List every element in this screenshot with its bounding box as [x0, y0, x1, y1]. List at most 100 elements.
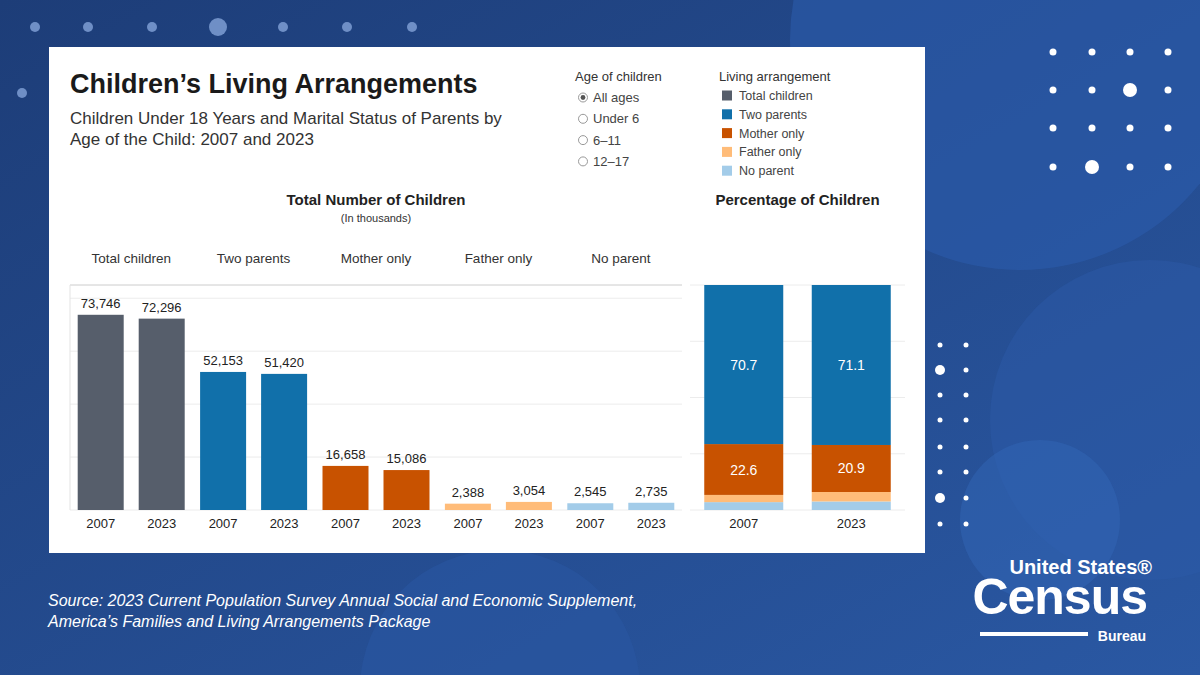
- radio[interactable]: [579, 157, 588, 166]
- stage: Children’s Living Arrangements Children U…: [0, 0, 1200, 675]
- deco-dot: [938, 445, 943, 450]
- x-tick-label: 2023: [837, 516, 866, 531]
- logo-main: Census: [972, 569, 1147, 625]
- source: Source: 2023 Current Population Survey A…: [48, 592, 637, 609]
- chart-title: Percentage of Children: [715, 191, 879, 208]
- deco-dot: [1123, 83, 1137, 97]
- deco-dot: [1050, 125, 1057, 132]
- radio-label[interactable]: Under 6: [593, 111, 639, 126]
- deco-dot: [1089, 49, 1096, 56]
- radio-label[interactable]: All ages: [593, 90, 640, 105]
- radio[interactable]: [579, 114, 588, 123]
- bars: No parentFather onlyMother onlyTwo paren…: [704, 285, 891, 510]
- deco-dot: [1127, 49, 1134, 56]
- data-label: 71.1: [838, 357, 865, 373]
- source: America’s Families and Living Arrangemen…: [47, 613, 431, 630]
- data-label: 73,746: [81, 296, 121, 311]
- subtitle: Children Under 18 Years and Marital Stat…: [70, 109, 502, 128]
- chart-title: Total Number of Children: [287, 191, 466, 208]
- deco-dot: [1085, 160, 1099, 174]
- radio[interactable]: [579, 136, 588, 145]
- data-label: 52,153: [203, 353, 243, 368]
- legend-label: Total children: [739, 89, 813, 103]
- data-label: 15,086: [387, 451, 427, 466]
- x-tick-label: 2023: [637, 516, 666, 531]
- logo-rule: [980, 632, 1088, 636]
- bar-segment: Father only: [704, 495, 783, 502]
- bar-segment: Two parents: [704, 285, 783, 444]
- deco-dot: [1089, 125, 1096, 132]
- deco-dot: [147, 22, 157, 32]
- bar: [78, 315, 124, 510]
- data-label: 70.7: [730, 357, 757, 373]
- radio-dot: [581, 95, 586, 100]
- data-label: 2,545: [574, 484, 607, 499]
- category-label: Total children: [91, 251, 171, 266]
- frame-top: [70, 285, 682, 286]
- x-tick-label: 2023: [147, 516, 176, 531]
- deco-dot: [1127, 164, 1134, 171]
- x-tick-label: 2007: [729, 516, 758, 531]
- deco-dot: [407, 22, 417, 32]
- bar-segment: Two parents: [812, 285, 891, 445]
- data-label: 72,296: [142, 300, 182, 315]
- bar: [506, 502, 552, 510]
- x-tick-label: 2007: [453, 516, 482, 531]
- bar: [567, 503, 613, 510]
- deco-dot: [342, 22, 352, 32]
- x-tick-label: 2007: [209, 516, 238, 531]
- x-tick-label: 2007: [576, 516, 605, 531]
- deco-dot: [964, 522, 969, 527]
- legend-label: No parent: [739, 164, 794, 178]
- x-tick-label: 2007: [86, 516, 115, 531]
- bar-segment: Mother only: [704, 444, 783, 495]
- bar-segment: No parent: [812, 501, 891, 510]
- filter-title: Age of children: [575, 69, 662, 84]
- bar-segment: No parent: [704, 502, 783, 510]
- legend-swatch: [722, 147, 732, 157]
- deco-dot: [1050, 164, 1057, 171]
- category-label: Father only: [465, 251, 533, 266]
- x-tick-label: 2007: [331, 516, 360, 531]
- bar: [628, 503, 674, 510]
- frame-left: [70, 285, 71, 510]
- bar: [139, 319, 185, 510]
- deco-dot: [30, 22, 40, 32]
- category-label: Mother only: [341, 251, 412, 266]
- radio[interactable]: [579, 93, 588, 102]
- deco-dot: [938, 418, 943, 423]
- title: Children’s Living Arrangements: [70, 69, 478, 99]
- deco-dot: [209, 18, 227, 36]
- legend-title: Living arrangement: [719, 69, 831, 84]
- deco-dot: [1089, 87, 1096, 94]
- deco-dot: [1050, 49, 1057, 56]
- data-label: 3,054: [513, 483, 546, 498]
- deco-dot: [964, 343, 969, 348]
- legend-swatch: [722, 166, 732, 176]
- deco-dot: [964, 496, 969, 501]
- legend-swatch: [722, 128, 732, 138]
- data-label: 2,388: [452, 485, 485, 500]
- legend-label: Two parents: [739, 108, 807, 122]
- bar: [323, 466, 369, 510]
- deco-dot: [1050, 87, 1057, 94]
- deco-dot: [1165, 125, 1172, 132]
- subtitle: Age of the Child: 2007 and 2023: [70, 130, 314, 149]
- bar: [384, 470, 430, 510]
- legend-label: Father only: [739, 145, 802, 159]
- legend-swatch: [722, 91, 732, 101]
- data-label: 2,735: [635, 484, 668, 499]
- grid-line: [70, 298, 682, 299]
- x-tick-label: 2023: [514, 516, 543, 531]
- chart-subtitle: (In thousands): [341, 212, 411, 224]
- legend-label: Mother only: [739, 127, 805, 141]
- radio-label[interactable]: 12–17: [593, 154, 629, 169]
- card: [49, 47, 925, 553]
- radio-label[interactable]: 6–11: [593, 133, 621, 148]
- data-label: 22.6: [730, 462, 757, 478]
- legend-swatch: [722, 109, 732, 119]
- bar-segment: Father only: [812, 492, 891, 501]
- deco-dot: [964, 368, 969, 373]
- data-label: 20.9: [838, 460, 865, 476]
- deco-dot: [1165, 87, 1172, 94]
